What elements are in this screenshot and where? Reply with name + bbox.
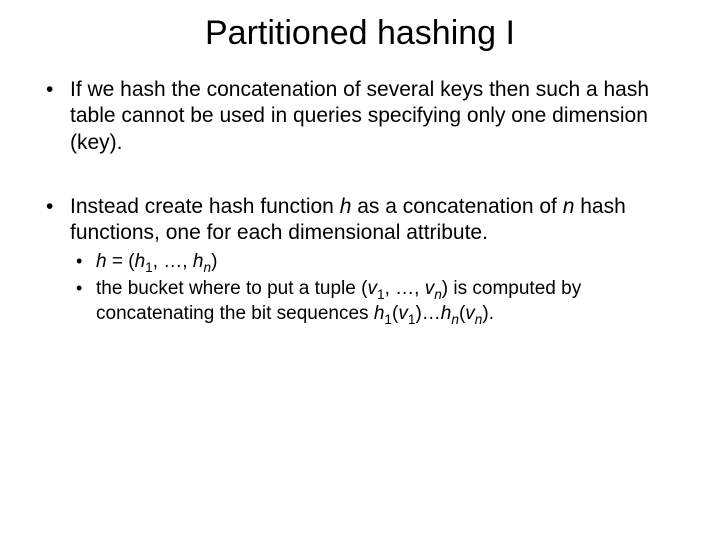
- sub-bullet-item: h = (h1, …, hn): [70, 250, 680, 275]
- sub-bullet-text: h = (h1, …, hn): [96, 251, 217, 272]
- bullet-item: Instead create hash function h as a conc…: [40, 194, 680, 327]
- bullet-item: If we hash the concatenation of several …: [40, 77, 680, 156]
- sub-bullet-text: the bucket where to put a tuple (v1, …, …: [96, 278, 581, 324]
- slide-title: Partitioned hashing I: [40, 10, 680, 53]
- sub-bullet-list: h = (h1, …, hn) the bucket where to put …: [70, 250, 680, 326]
- bullet-list: If we hash the concatenation of several …: [40, 77, 680, 326]
- slide: Partitioned hashing I If we hash the con…: [0, 0, 720, 540]
- bullet-text: Instead create hash function h as a conc…: [70, 195, 626, 244]
- bullet-text: If we hash the concatenation of several …: [70, 78, 649, 154]
- sub-bullet-item: the bucket where to put a tuple (v1, …, …: [70, 277, 680, 326]
